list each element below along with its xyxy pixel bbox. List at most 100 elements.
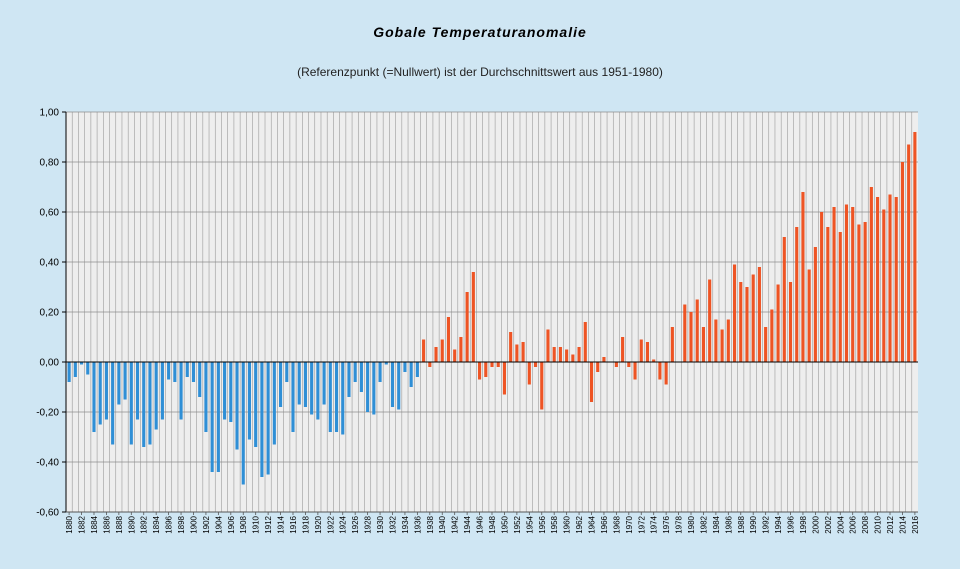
bar-1992 <box>764 327 768 362</box>
bar-1983 <box>708 279 712 362</box>
x-axis-ticks: 1880 1882 1884 1886 1888 1890 1892 1894 1896 1898… <box>65 512 920 534</box>
bar-1940 <box>440 339 444 362</box>
x-tick-label: 1992 <box>762 515 771 533</box>
x-tick-label: 1922 <box>326 515 335 533</box>
x-tick-label: 1884 <box>90 515 99 533</box>
bar-2014 <box>900 162 905 362</box>
bar-1959 <box>558 347 562 362</box>
x-tick-label: 2006 <box>849 515 858 533</box>
bar-1918 <box>303 362 307 407</box>
bar-1887 <box>111 362 115 445</box>
bar-1953 <box>521 342 525 362</box>
x-tick-label: 1978 <box>675 515 684 533</box>
bar-1987 <box>732 264 737 362</box>
x-tick-label: 1890 <box>127 515 136 533</box>
x-tick-label: 1900 <box>189 515 198 533</box>
y-tick-label: 0,00 <box>40 358 60 369</box>
bar-1939 <box>434 347 438 362</box>
x-tick-label: 1918 <box>301 515 310 533</box>
bar-2002 <box>826 227 830 362</box>
bar-1906 <box>229 362 233 422</box>
x-tick-label: 1990 <box>749 515 758 533</box>
bar-1995 <box>782 237 786 362</box>
bar-1969 <box>621 337 625 362</box>
bar-1922 <box>328 362 332 432</box>
bar-1974 <box>652 359 656 362</box>
bar-1923 <box>334 362 339 432</box>
bar-1994 <box>776 284 780 362</box>
bar-1966 <box>602 357 606 362</box>
bar-1932 <box>390 362 395 407</box>
x-tick-label: 2004 <box>836 515 845 533</box>
bar-1885 <box>98 362 102 425</box>
bar-1963 <box>583 322 587 362</box>
x-tick-label: 1948 <box>488 515 497 533</box>
bar-1913 <box>272 362 276 445</box>
bar-1884 <box>92 362 96 432</box>
bar-1947 <box>484 362 488 377</box>
bar-1892 <box>142 362 146 447</box>
bar-2006 <box>851 207 855 362</box>
bar-1961 <box>571 354 575 362</box>
bar-1950 <box>502 362 506 395</box>
bar-1952 <box>515 344 519 362</box>
bar-1951 <box>509 332 513 362</box>
x-tick-label: 1982 <box>699 515 708 533</box>
bar-1916 <box>291 362 295 432</box>
x-tick-label: 1908 <box>239 515 248 533</box>
bar-2007 <box>857 224 861 362</box>
bar-1904 <box>216 362 220 472</box>
bar-1972 <box>639 339 643 362</box>
x-tick-label: 1994 <box>774 515 783 533</box>
x-tick-label: 1906 <box>227 515 236 533</box>
bar-1934 <box>403 362 407 372</box>
bar-1964 <box>589 362 594 402</box>
bar-1883 <box>86 362 90 375</box>
bar-1899 <box>185 362 189 377</box>
x-tick-label: 1966 <box>600 515 609 533</box>
x-tick-label: 1962 <box>575 515 584 533</box>
bar-2011 <box>882 209 886 362</box>
bar-1981 <box>695 299 699 362</box>
bar-2015 <box>907 144 911 362</box>
x-tick-label: 1904 <box>214 515 223 533</box>
bar-2010 <box>876 197 880 362</box>
bar-1971 <box>633 362 637 380</box>
bar-1927 <box>359 362 363 392</box>
bar-1882 <box>79 362 84 365</box>
bar-1931 <box>384 362 388 365</box>
x-tick-label: 2000 <box>811 515 820 533</box>
x-tick-label: 1928 <box>364 515 373 533</box>
bar-1949 <box>496 362 500 367</box>
bar-2008 <box>863 222 867 362</box>
x-tick-label: 1916 <box>289 515 298 533</box>
bar-1900 <box>191 362 196 382</box>
bar-2016 <box>913 132 917 362</box>
bar-1930 <box>378 362 382 382</box>
chart-title: Gobale Temperaturanomalie <box>373 24 587 40</box>
x-tick-label: 1950 <box>500 515 509 533</box>
bar-1944 <box>465 292 469 362</box>
bar-1999 <box>807 269 811 362</box>
x-tick-label: 1942 <box>451 515 460 533</box>
bar-1908 <box>241 362 245 485</box>
y-tick-label: 0,60 <box>40 208 60 219</box>
x-tick-label: 1888 <box>115 515 124 533</box>
bar-1977 <box>670 327 674 362</box>
y-tick-label: -0,20 <box>36 408 59 419</box>
bar-1975 <box>658 362 662 380</box>
bar-1905 <box>223 362 227 420</box>
bar-2003 <box>832 207 836 362</box>
bar-1902 <box>204 362 208 432</box>
bar-1980 <box>689 312 693 362</box>
x-tick-label: 1960 <box>563 515 572 533</box>
y-tick-label: 1,00 <box>40 108 60 119</box>
bar-2012 <box>888 194 892 362</box>
x-tick-label: 1970 <box>625 515 634 533</box>
bar-1991 <box>757 267 761 362</box>
x-tick-label: 2014 <box>898 515 907 533</box>
bar-1933 <box>397 362 401 410</box>
bar-1910 <box>254 362 258 447</box>
y-tick-label: 0,80 <box>40 158 60 169</box>
